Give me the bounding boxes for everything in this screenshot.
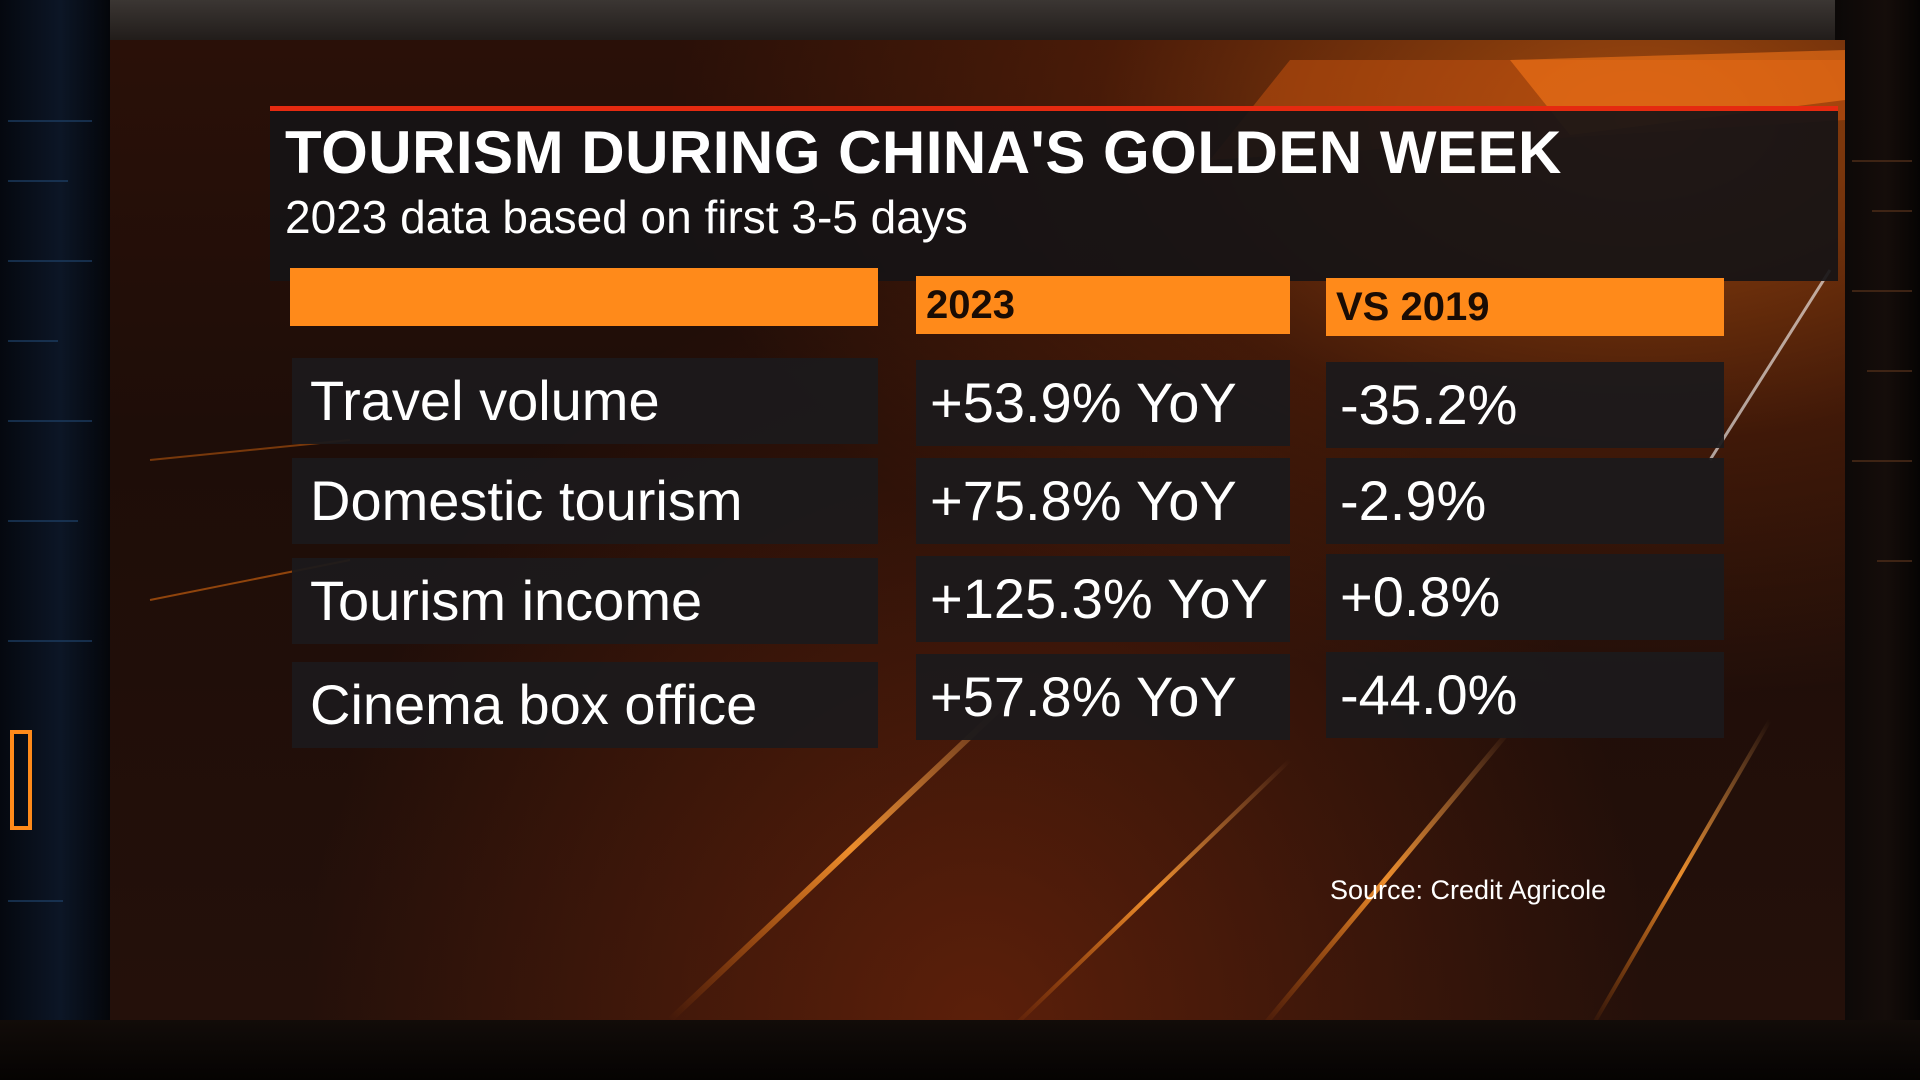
table-header-2023: 2023 — [916, 276, 1290, 334]
row-label-travel-volume: Travel volume — [292, 358, 878, 444]
row-2023-domestic-tourism: +75.8% YoY — [916, 458, 1290, 544]
table-header-vs-2019: VS 2019 — [1326, 278, 1724, 336]
table-header-label-column — [290, 268, 878, 326]
row-vs2019-domestic-tourism: -2.9% — [1326, 458, 1724, 544]
row-label-cinema-box-office: Cinema box office — [292, 662, 878, 748]
left-video-wall — [0, 0, 110, 1080]
left-wall-orange-marker — [10, 730, 32, 830]
row-vs2019-travel-volume: -35.2% — [1326, 362, 1724, 448]
row-label-tourism-income: Tourism income — [292, 558, 878, 644]
row-vs2019-tourism-income: +0.8% — [1326, 554, 1724, 640]
row-2023-cinema-box-office: +57.8% YoY — [916, 654, 1290, 740]
right-video-wall — [1835, 0, 1920, 1080]
title-panel — [270, 106, 1838, 281]
row-2023-travel-volume: +53.9% YoY — [916, 360, 1290, 446]
graphic-subtitle: 2023 data based on first 3-5 days — [285, 191, 968, 243]
graphic-title: TOURISM DURING CHINA'S GOLDEN WEEK — [285, 119, 1562, 186]
row-vs2019-cinema-box-office: -44.0% — [1326, 652, 1724, 738]
row-2023-tourism-income: +125.3% YoY — [916, 556, 1290, 642]
row-label-domestic-tourism: Domestic tourism — [292, 458, 878, 544]
source-credit: Source: Credit Agricole — [1330, 875, 1607, 905]
studio-floor — [0, 1020, 1920, 1080]
